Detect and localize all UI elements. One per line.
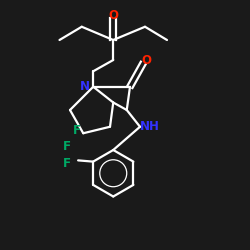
Text: O: O xyxy=(141,54,151,68)
Text: O: O xyxy=(108,9,118,22)
Text: F: F xyxy=(63,157,71,170)
Text: N: N xyxy=(80,80,90,93)
Text: F: F xyxy=(63,140,71,153)
Text: F: F xyxy=(73,124,81,136)
Text: NH: NH xyxy=(140,120,160,133)
